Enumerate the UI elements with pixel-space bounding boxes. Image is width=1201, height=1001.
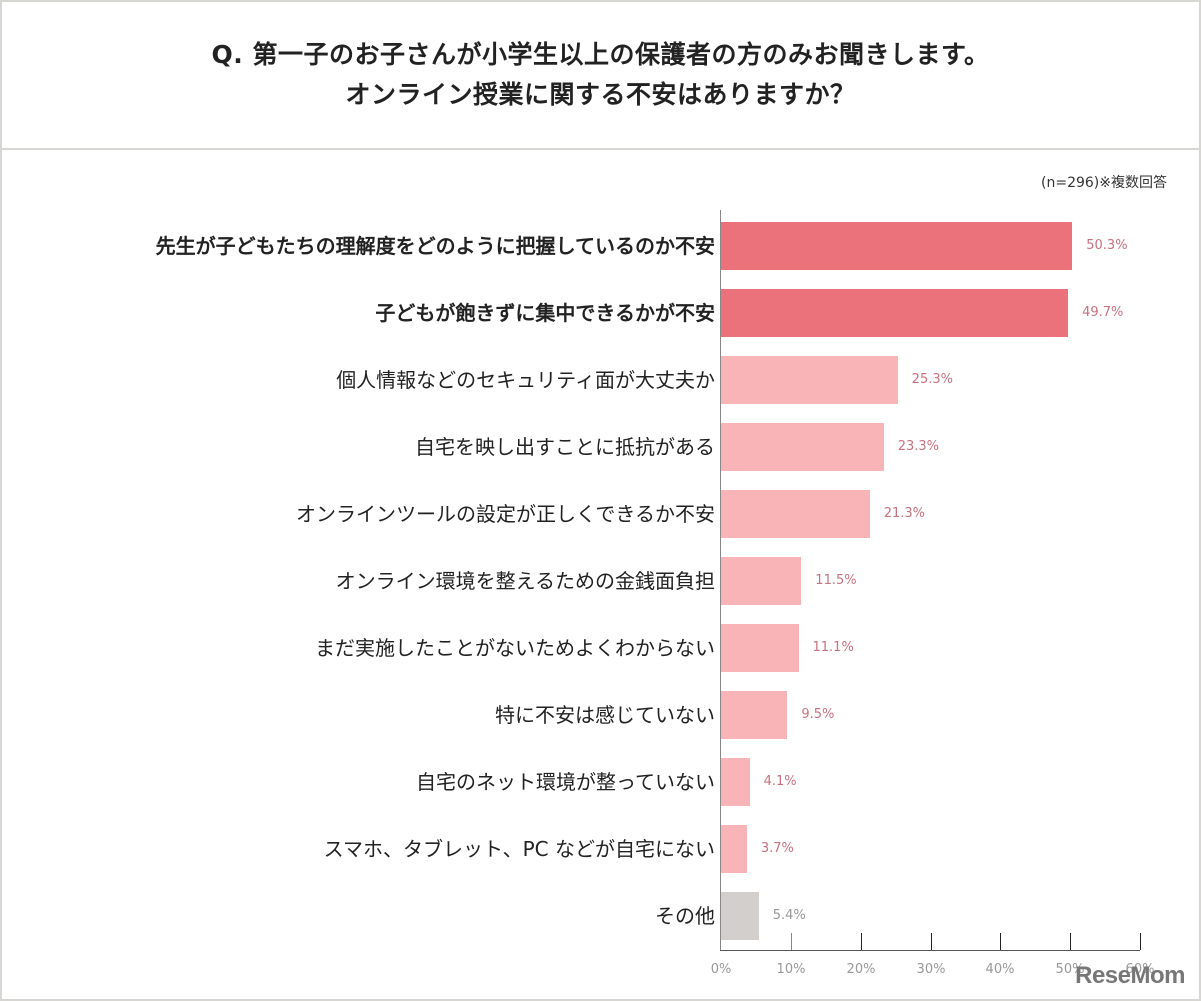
category-label: 先生が子どもたちの理解度をどのように把握しているのか不安 xyxy=(155,234,715,258)
y-axis-line xyxy=(720,210,721,950)
x-axis-tick xyxy=(1070,933,1071,950)
bar xyxy=(721,490,870,538)
bar-row: 子どもが飽きずに集中できるかが不安 49.7% xyxy=(0,289,1201,337)
category-label: 自宅のネット環境が整っていない xyxy=(416,770,715,794)
x-axis-tick xyxy=(1140,933,1141,950)
bar xyxy=(721,825,747,873)
value-label: 21.3% xyxy=(883,506,926,521)
category-label: まだ実施したことがないためよくわからない xyxy=(315,636,715,660)
category-label: その他 xyxy=(655,904,715,928)
x-axis-tick-label: 50% xyxy=(1055,962,1085,977)
x-axis-tick xyxy=(861,933,862,950)
x-axis-line xyxy=(720,950,1140,951)
value-label: 5.4% xyxy=(772,908,806,923)
bar-row: 個人情報などのセキュリティ面が大丈夫か 25.3% xyxy=(0,356,1201,404)
bar xyxy=(721,557,802,605)
bar xyxy=(721,356,898,404)
bar-row: オンライン環境を整えるための金銭面負担 11.5% xyxy=(0,557,1201,605)
category-label: 子どもが飽きずに集中できるかが不安 xyxy=(375,301,715,325)
x-axis-tick-label: 20% xyxy=(846,962,876,977)
bar-row: その他 5.4% xyxy=(0,892,1201,940)
value-label: 4.1% xyxy=(763,774,797,789)
category-label: オンラインツールの設定が正しくできるか不安 xyxy=(296,502,715,526)
x-axis-tick xyxy=(791,933,792,950)
bar xyxy=(721,624,799,672)
bar xyxy=(721,289,1069,337)
bar xyxy=(721,691,788,739)
x-axis-tick-label: 10% xyxy=(776,962,806,977)
bar xyxy=(721,892,759,940)
bar-row: 自宅のネット環境が整っていない 4.1% xyxy=(0,758,1201,806)
category-label: オンライン環境を整えるための金銭面負担 xyxy=(335,569,715,593)
chart-header: Q. 第一子のお子さんが小学生以上の保護者の方のみお聞きします。 オンライン授業… xyxy=(2,2,1199,150)
sample-size-note: (n=296)※複数回答 xyxy=(1041,175,1167,191)
x-axis-tick-label: 30% xyxy=(916,962,946,977)
bar-row: スマホ、タブレット、PC などが自宅にない 3.7% xyxy=(0,825,1201,873)
category-label: 個人情報などのセキュリティ面が大丈夫か xyxy=(336,368,715,392)
value-label: 9.5% xyxy=(801,707,835,722)
value-label: 25.3% xyxy=(911,372,953,387)
value-label: 50.3% xyxy=(1086,238,1128,253)
x-axis-tick xyxy=(1000,933,1001,950)
chart-title-line-1: Q. 第一子のお子さんが小学生以上の保護者の方のみお聞きします。 xyxy=(211,40,990,69)
value-label: 11.5% xyxy=(815,573,857,588)
x-axis-tick-label: 40% xyxy=(985,962,1015,977)
resemom-logo: ReseMom xyxy=(1075,962,1185,989)
category-label: 特に不安は感じていない xyxy=(495,703,715,727)
bar-row: 先生が子どもたちの理解度をどのように把握しているのか不安 50.3% xyxy=(0,222,1201,270)
bar xyxy=(721,423,884,471)
x-axis-tick xyxy=(931,933,932,950)
x-axis-tick-label: 0% xyxy=(710,962,732,977)
value-label: 11.1% xyxy=(812,640,854,655)
bar xyxy=(721,222,1073,270)
bar-row: 自宅を映し出すことに抵抗がある 23.3% xyxy=(0,423,1201,471)
bar-row: オンラインツールの設定が正しくできるか不安 21.3% xyxy=(0,490,1201,538)
category-label: 自宅を映し出すことに抵抗がある xyxy=(415,435,715,459)
category-label: スマホ、タブレット、PC などが自宅にない xyxy=(323,837,715,861)
bar-row: まだ実施したことがないためよくわからない 11.1% xyxy=(0,624,1201,672)
value-label: 23.3% xyxy=(897,439,940,454)
value-label: 49.7% xyxy=(1082,305,1124,320)
value-label: 3.7% xyxy=(760,841,794,856)
bar-row: 特に不安は感じていない 9.5% xyxy=(0,691,1201,739)
bar xyxy=(721,758,750,806)
x-axis-tick-label: 60% xyxy=(1125,962,1155,977)
chart-title-line-2: オンライン授業に関する不安はありますか？ xyxy=(345,80,856,109)
